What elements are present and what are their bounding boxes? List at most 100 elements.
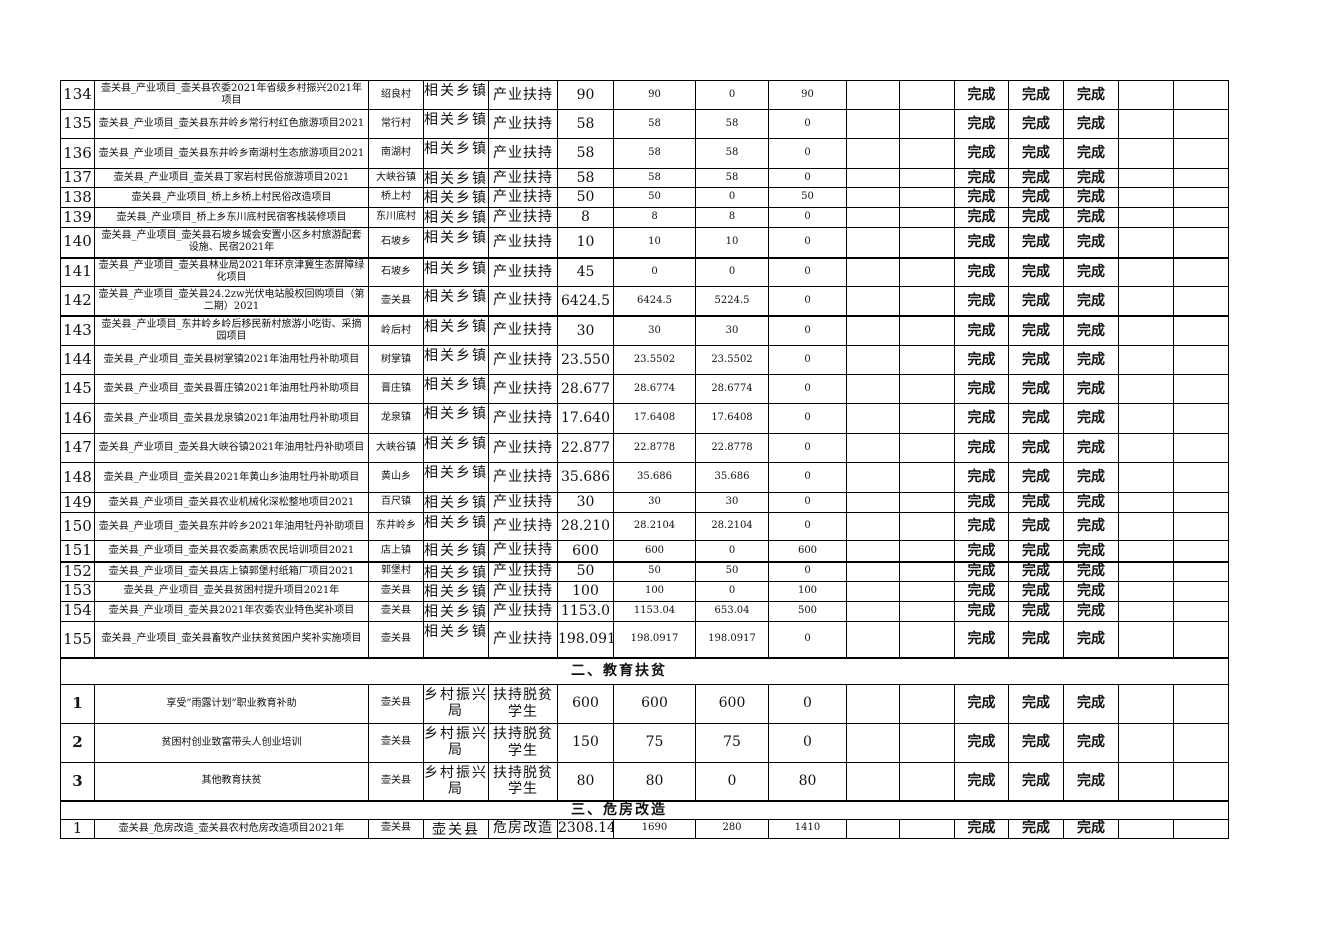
total-funds: 150 [557,722,614,763]
status-1: 完成 [954,580,1009,602]
funds-allocated: 1153.04 [613,600,696,622]
total-funds: 45 [557,256,614,288]
department: 相关乡镇 [423,512,489,542]
funds-allocated: 58 [613,109,696,139]
funds-allocated: 35.686 [613,462,696,494]
blank-cell [899,560,955,582]
table-row: 144 壶关县_产业项目_壶关县树掌镇2021年油用牡丹补助项目 树掌镇 相关乡镇 产业… [60,345,1229,376]
total-funds: 58 [557,167,614,189]
funds-central: 35.686 [695,462,769,494]
project-type: 产业扶持 [488,560,558,582]
status-3: 完成 [1063,109,1119,139]
project-name: 壶关县_产业项目_壶关县农委2021年省级乡村振兴2021年项目 [94,80,369,110]
funds-central: 8 [695,207,769,229]
row-number: 141 [60,256,95,288]
status-1: 完成 [954,286,1009,317]
row-number: 136 [60,138,95,169]
status-2: 完成 [1008,683,1064,724]
funds-allocated: 50 [613,187,696,209]
row-number: 151 [60,540,95,563]
row-number: 3 [60,761,95,802]
project-type: 产业扶持 [488,207,558,229]
funds-local: 0 [768,138,847,169]
status-2: 完成 [1008,818,1064,839]
location: 郭堡村 [368,560,424,582]
funds-local: 0 [768,256,847,288]
location: 大峡谷镇 [368,433,424,464]
row-number: 144 [60,345,95,376]
status-1: 完成 [954,433,1009,464]
department: 相关乡镇 [423,314,489,347]
department: 乡村振兴局 [423,683,489,724]
project-type: 产业扶持 [488,580,558,602]
department: 相关乡镇 [423,600,489,622]
status-1: 完成 [954,600,1009,622]
row-number: 149 [60,492,95,514]
location: 龙泉镇 [368,403,424,435]
total-funds: 50 [557,560,614,582]
table-row: 150 壶关县_产业项目_壶关县东井岭乡2021年油用牡丹补助项目 东井岭乡 相关乡镇… [60,512,1229,542]
table-row: 1 壶关县_危房改造_壶关县农村危房改造项目2021年 壶关县 壶关县 危房改造 2308… [60,818,1229,839]
project-type: 产业扶持 [488,167,558,189]
department: 相关乡镇 [423,345,489,376]
funds-allocated: 100 [613,580,696,602]
project-name: 壶关县_产业项目_壶关县龙泉镇2021年油用牡丹补助项目 [94,403,369,435]
section-title: 二、教育扶贫 [60,657,1229,685]
blank-cell [899,187,955,209]
total-funds: 10 [557,227,614,259]
blank-cell [846,540,900,563]
status-3: 完成 [1063,167,1119,189]
location: 常行村 [368,109,424,139]
row-number: 2 [60,722,95,763]
funds-allocated: 198.0917 [613,620,696,659]
status-3: 完成 [1063,560,1119,582]
department: 相关乡镇 [423,167,489,189]
status-3: 完成 [1063,540,1119,563]
blank-cell [899,109,955,139]
status-1: 完成 [954,560,1009,582]
funds-allocated: 28.6774 [613,374,696,405]
total-funds: 600 [557,683,614,724]
department: 相关乡镇 [423,187,489,209]
blank-cell [1118,187,1174,209]
department: 相关乡镇 [423,403,489,435]
table-row: 137 壶关县_产业项目_壶关县丁家岩村民俗旅游项目2021 大峡谷镇 相关乡镇 产业扶… [60,167,1229,189]
total-funds: 80 [557,761,614,802]
status-1: 完成 [954,818,1009,839]
funds-local: 0 [768,512,847,542]
blank-cell [1118,138,1174,169]
blank-cell [899,286,955,317]
blank-cell [1173,138,1229,169]
funds-local: 0 [768,620,847,659]
total-funds: 23.550 [557,345,614,376]
project-name: 壶关县_产业项目_壶关县农委高素质农民培训项目2021 [94,540,369,563]
total-funds: 600 [557,540,614,563]
funds-central: 280 [695,818,769,839]
funds-central: 10 [695,227,769,259]
blank-cell [1173,433,1229,464]
blank-cell [899,345,955,376]
row-number: 137 [60,167,95,189]
blank-cell [846,374,900,405]
project-type: 危房改造 [488,818,558,839]
blank-cell [1118,620,1174,659]
project-type: 产业扶持 [488,600,558,622]
project-type: 产业扶持 [488,345,558,376]
blank-cell [899,138,955,169]
status-3: 完成 [1063,433,1119,464]
row-number: 150 [60,512,95,542]
row-number: 134 [60,80,95,110]
status-1: 完成 [954,403,1009,435]
row-number: 147 [60,433,95,464]
status-2: 完成 [1008,167,1064,189]
location: 晋庄镇 [368,374,424,405]
blank-cell [846,560,900,582]
status-2: 完成 [1008,433,1064,464]
funds-central: 30 [695,492,769,514]
blank-cell [899,722,955,763]
status-2: 完成 [1008,403,1064,435]
blank-cell [846,286,900,317]
status-1: 完成 [954,80,1009,110]
blank-cell [1173,600,1229,622]
status-2: 完成 [1008,722,1064,763]
